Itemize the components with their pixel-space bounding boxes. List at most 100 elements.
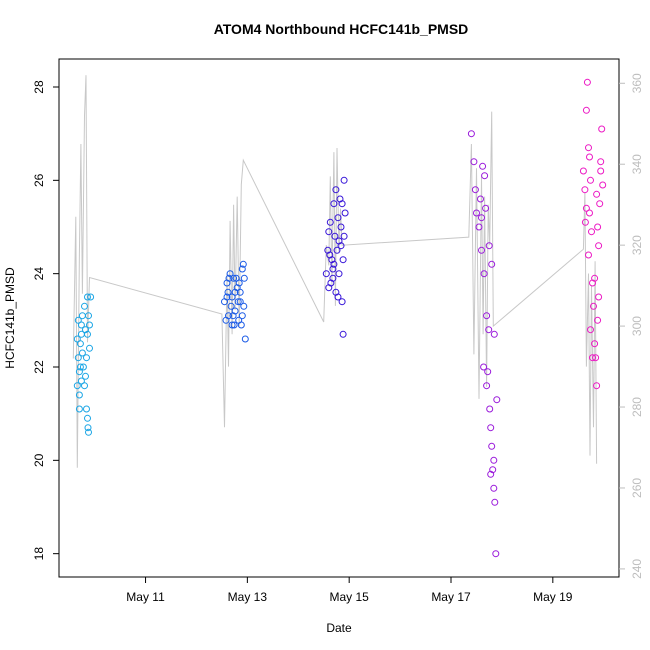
data-point-s4-9: [590, 302, 597, 310]
data-point-s0-28: [74, 316, 82, 324]
data-point-s2-21: [332, 186, 340, 194]
data-point-s0-18: [87, 293, 95, 301]
data-point-s3-18: [491, 498, 499, 506]
data-point-s0-22: [85, 428, 92, 436]
y-right-tick-label-6: 360: [630, 73, 644, 93]
data-point-s3-13: [486, 405, 494, 413]
data-point-s4-25: [595, 242, 603, 250]
data-point-s3-10: [483, 312, 491, 320]
data-point-s3-24: [490, 330, 498, 338]
data-point-s1-25: [223, 293, 231, 301]
data-point-s3-7: [479, 162, 487, 170]
data-point-s3-20: [480, 363, 488, 371]
data-point-s4-6: [587, 176, 594, 184]
y-right-tick-label-0: 240: [630, 559, 644, 579]
data-point-s1-15: [227, 302, 235, 310]
data-point-s0-24: [78, 349, 86, 357]
data-point-s1-1: [223, 279, 231, 287]
y-axis-right: 240 260 280 300 320 340 360: [619, 73, 644, 579]
data-point-s3-14: [487, 424, 495, 432]
data-point-s1-9: [236, 288, 244, 296]
data-point-s0-11: [81, 302, 88, 310]
data-point-s2-3: [326, 218, 334, 226]
data-point-s2-28: [338, 200, 346, 208]
data-point-s3-0: [467, 130, 475, 138]
y-left-tick-label-4: 26: [32, 173, 46, 187]
data-point-s3-8: [480, 270, 488, 278]
data-point-s0-19: [83, 405, 90, 413]
data-point-s3-5: [477, 195, 484, 203]
data-point-s4-0: [579, 167, 587, 175]
data-point-s3-25: [493, 396, 501, 404]
data-point-s0-3: [76, 340, 84, 348]
data-point-s3-2: [471, 186, 479, 194]
data-point-s2-11: [335, 270, 343, 278]
data-point-s2-27: [335, 237, 343, 245]
data-point-s2-19: [327, 279, 335, 287]
data-point-s0-2: [75, 368, 83, 376]
data-point-s1-14: [224, 288, 232, 296]
data-point-s4-27: [581, 218, 589, 226]
data-point-s3-11: [484, 368, 492, 376]
data-point-s3-28: [490, 456, 498, 464]
data-point-s2-20: [330, 260, 338, 268]
data-point-s2-6: [330, 200, 338, 208]
data-point-s3-16: [489, 466, 497, 474]
x-axis-label: Date: [326, 621, 352, 635]
data-point-s0-20: [84, 414, 91, 422]
y-left-tick-label-0: 18: [32, 547, 46, 561]
y-left-tick-label-2: 22: [32, 360, 46, 374]
data-point-s0-23: [82, 372, 89, 380]
data-point-s2-16: [340, 176, 348, 184]
data-point-s4-16: [597, 158, 605, 166]
data-point-s0-27: [86, 321, 93, 329]
data-point-s0-15: [83, 354, 90, 362]
data-point-s1-18: [234, 298, 242, 306]
data-point-s3-26: [478, 214, 485, 222]
data-point-s2-5: [329, 274, 337, 282]
x-tick-label-2: May 15: [330, 590, 370, 604]
data-point-s2-15: [339, 256, 347, 264]
data-point-s4-29: [594, 223, 602, 231]
data-point-s0-7: [77, 377, 85, 385]
data-point-s1-23: [235, 279, 243, 287]
data-point-s3-1: [470, 158, 478, 166]
data-point-s1-10: [238, 265, 246, 273]
data-point-s3-15: [488, 442, 496, 450]
data-point-s4-14: [595, 293, 603, 301]
x-tick-label-0: May 11: [126, 590, 165, 604]
data-point-s4-21: [587, 326, 594, 334]
data-point-s4-22: [589, 354, 596, 362]
y-left-tick-label-5: 28: [32, 80, 46, 94]
secondary-trace-layer: [72, 75, 598, 468]
data-point-s4-3: [583, 78, 591, 86]
chart-title: ATOM4 Northbound HCFC141b_PMSD: [214, 21, 469, 37]
data-point-s4-7: [588, 228, 595, 236]
data-point-s2-13: [337, 242, 345, 250]
data-point-s1-13: [222, 316, 230, 324]
data-point-s2-24: [339, 330, 347, 338]
y-axis-label: HCFC141b_PMSD: [3, 267, 17, 369]
data-point-s2-22: [334, 293, 342, 301]
data-point-s2-29: [329, 265, 337, 273]
data-point-s3-12: [485, 326, 493, 334]
y-axis-left: 18 20 22 24 26 28: [32, 80, 59, 560]
data-point-s4-11: [592, 354, 600, 362]
data-point-s0-12: [82, 326, 89, 334]
data-point-s2-26: [326, 251, 334, 259]
data-point-s4-2: [582, 106, 590, 114]
data-point-s2-17: [341, 209, 349, 217]
data-point-s4-28: [586, 153, 593, 161]
data-point-s2-14: [338, 298, 346, 306]
data-point-s0-14: [85, 312, 92, 320]
data-point-s1-21: [225, 274, 233, 282]
data-point-s4-17: [598, 125, 606, 133]
data-point-s1-20: [239, 260, 247, 268]
data-point-s4-26: [597, 167, 605, 175]
y-left-tick-label-1: 20: [32, 453, 46, 467]
data-point-s4-24: [593, 190, 601, 198]
data-point-s2-1: [324, 246, 332, 254]
data-point-s1-11: [240, 302, 248, 310]
data-point-s1-28: [228, 321, 236, 329]
